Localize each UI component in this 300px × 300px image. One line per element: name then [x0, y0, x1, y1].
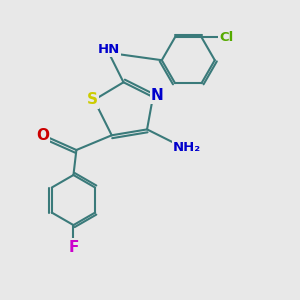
Text: S: S: [87, 92, 98, 107]
Text: HN: HN: [98, 44, 120, 56]
Text: O: O: [36, 128, 49, 143]
Text: NH₂: NH₂: [173, 141, 201, 154]
Text: F: F: [68, 240, 79, 255]
Text: Cl: Cl: [219, 31, 234, 44]
Text: N: N: [151, 88, 164, 103]
